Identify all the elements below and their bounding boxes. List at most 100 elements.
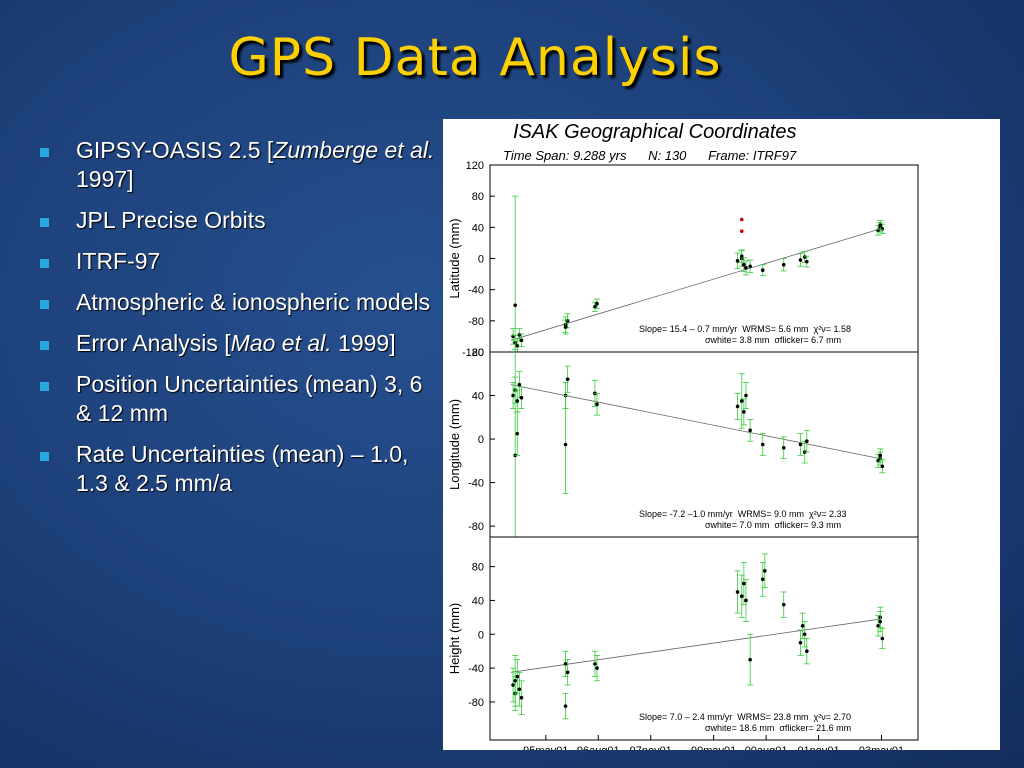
annotation: σwhite= 18.6 mm σflicker= 21.6 mm (705, 723, 851, 733)
x-tick-label: 97nov01 (630, 745, 672, 750)
y-tick-label: -40 (468, 478, 484, 490)
data-point (805, 649, 809, 653)
data-point (748, 428, 752, 433)
data-point (760, 577, 765, 582)
trend-line (510, 618, 881, 673)
bullet-text: Rate Uncertainties (mean) – 1.0, 1.3 & 2… (76, 441, 409, 496)
plot-area (510, 553, 886, 720)
y-tick-label: 40 (472, 222, 484, 234)
data-point (735, 590, 740, 594)
bullet-text: Position Uncertainties (mean) 3, 6 & 12 … (76, 371, 423, 426)
plot-frame (489, 536, 919, 741)
data-point (763, 569, 767, 573)
bullet: Position Uncertainties (mean) 3, 6 & 12 … (36, 370, 436, 428)
bullet-list: GIPSY-OASIS 2.5 [Zumberge et al. 1997] JP… (36, 136, 436, 510)
data-point (515, 674, 520, 679)
bullet: GIPSY-OASIS 2.5 [Zumberge et al. 1997] (36, 136, 436, 194)
data-point (517, 382, 522, 387)
annotation: Slope= 7.0 – 2.4 mm/yr WRMS= 23.8 mm χ²ν… (639, 712, 851, 722)
data-point (744, 393, 748, 398)
bullet-text: Mao et al. (230, 330, 332, 356)
outlier-point (739, 229, 744, 234)
trend-line (510, 384, 881, 460)
data-point (519, 695, 524, 700)
data-point (513, 303, 517, 308)
y-tick-label: -80 (468, 521, 484, 533)
data-point (781, 262, 786, 267)
data-point (593, 662, 597, 666)
chart-subtitle: Time Span: 9.288 yrs N: 130 Frame: ITRF9… (503, 148, 797, 163)
y-tick-label: -80 (468, 316, 484, 328)
data-point (880, 227, 885, 231)
data-point (798, 258, 803, 262)
data-point (513, 678, 517, 683)
data-point (519, 338, 524, 343)
y-tick-label: 80 (472, 347, 484, 359)
y-tick-label: 0 (478, 629, 484, 641)
data-point (742, 410, 746, 414)
bullet-text: JPL Precise Orbits (76, 207, 266, 233)
data-point (748, 657, 752, 662)
data-point (798, 442, 803, 447)
y-tick-label: -40 (468, 663, 484, 675)
y-tick-label: -80 (468, 697, 484, 709)
bullet: Rate Uncertainties (mean) – 1.0, 1.3 & 2… (36, 440, 436, 498)
annotation: σwhite= 7.0 mm σflicker= 9.3 mm (705, 520, 841, 530)
annotation: Slope= -7.2 –1.0 mm/yr WRMS= 9.0 mm χ²ν=… (639, 509, 847, 519)
bullet-text: GIPSY-OASIS 2.5 [ (76, 137, 274, 163)
data-point (781, 445, 786, 450)
data-point (515, 343, 520, 348)
figure: ISAK Geographical Coordinates Time Span: … (443, 119, 1000, 750)
data-point (748, 264, 752, 269)
data-point (595, 402, 599, 407)
data-point (880, 636, 885, 641)
data-point (878, 453, 883, 458)
x-tick-label: 96aug01 (577, 745, 620, 750)
data-point (511, 334, 515, 339)
data-point (878, 223, 883, 227)
x-tick-label: 01nov01 (797, 745, 839, 750)
data-point (742, 262, 746, 267)
data-point (802, 255, 807, 259)
data-point (739, 399, 744, 403)
data-point (511, 393, 515, 398)
data-point (517, 333, 522, 337)
x-tick-label: 00aug01 (745, 745, 788, 750)
data-point (739, 254, 744, 258)
y-axis-label: Height (mm) (447, 603, 462, 675)
data-point (760, 268, 765, 272)
outlier-point (739, 217, 744, 222)
data-point (739, 594, 744, 599)
data-point (805, 439, 809, 444)
data-point (878, 619, 883, 624)
data-point (565, 377, 570, 382)
data-point (595, 666, 599, 670)
bullet: JPL Precise Orbits (36, 206, 436, 235)
y-tick-label: 80 (472, 191, 484, 203)
slide-title: GPS Data Analysis (228, 28, 722, 88)
bullet: Atmospheric & ionospheric models (36, 288, 436, 317)
data-point (517, 687, 522, 692)
data-point (563, 662, 568, 666)
y-tick-label: 40 (472, 595, 484, 607)
bullet: ITRF-97 (36, 247, 436, 276)
data-point (781, 602, 786, 607)
annotation: Slope= 15.4 – 0.7 mm/yr WRMS= 5.6 mm χ²ν… (639, 324, 851, 334)
y-tick-label: 40 (472, 391, 484, 403)
y-tick-label: 80 (472, 562, 484, 574)
data-point (805, 259, 809, 264)
data-point (595, 301, 599, 306)
data-point (760, 442, 765, 447)
data-point (511, 683, 515, 687)
data-point (563, 325, 568, 329)
data-point (798, 640, 803, 645)
data-point (744, 598, 748, 603)
y-tick-label: -120 (462, 347, 484, 359)
data-point (876, 624, 880, 628)
trend-line (510, 228, 881, 341)
data-point (565, 319, 570, 323)
data-point (802, 632, 807, 637)
data-point (519, 395, 524, 400)
data-point (515, 431, 520, 436)
